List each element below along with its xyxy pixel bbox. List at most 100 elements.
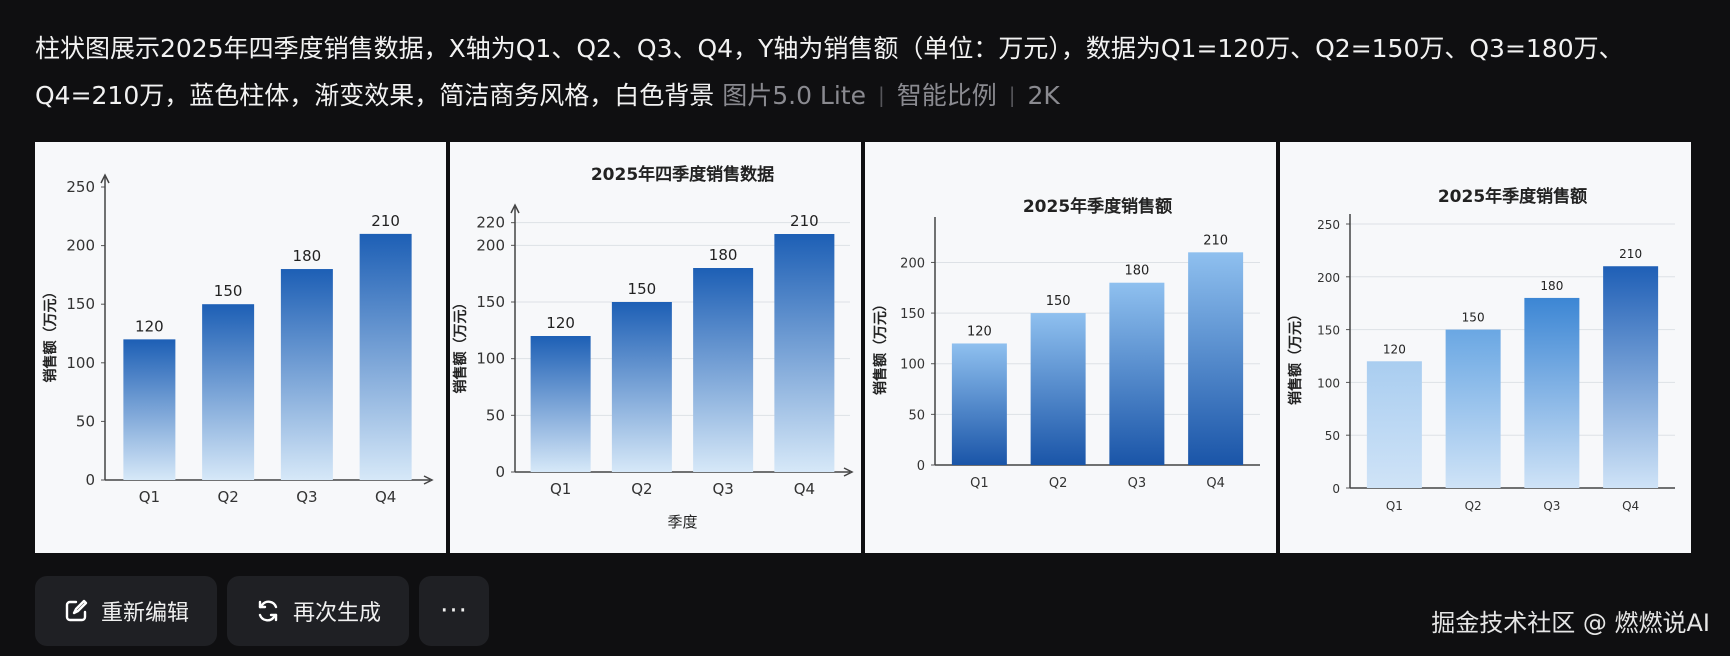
edit-again-button[interactable]: 重新编辑 bbox=[35, 576, 218, 646]
y-tick-label: 200 bbox=[1317, 271, 1340, 285]
bar-chart-2: 2025年四季度销售数据 0 50 100 150 200 220 销售额（万元） 季度 120 Q… bbox=[450, 142, 861, 553]
bar bbox=[1188, 252, 1244, 465]
y-tick-label: 50 bbox=[76, 412, 95, 430]
data-label: 150 bbox=[1462, 311, 1485, 325]
bar bbox=[1366, 361, 1422, 488]
data-label: 120 bbox=[1383, 342, 1406, 356]
resolution-tag[interactable]: 2K bbox=[1027, 81, 1060, 110]
y-tick-label: 0 bbox=[917, 459, 925, 474]
y-tick-label: 100 bbox=[900, 358, 925, 373]
data-label: 180 bbox=[1540, 279, 1563, 293]
y-tick-label: 0 bbox=[495, 463, 505, 481]
regenerate-button[interactable]: 再次生成 bbox=[227, 576, 410, 646]
more-dots-icon: ··· bbox=[440, 596, 468, 626]
x-axis-arrow bbox=[843, 467, 854, 477]
data-label: 210 bbox=[371, 212, 400, 230]
data-label: 150 bbox=[1046, 294, 1071, 309]
data-label: 210 bbox=[1619, 247, 1642, 261]
x-tick-label: Q2 bbox=[217, 488, 238, 506]
x-tick-label: Q4 bbox=[1622, 499, 1639, 513]
x-tick-label: Q1 bbox=[139, 488, 160, 506]
data-label: 210 bbox=[1203, 233, 1228, 248]
y-axis-label: 销售额（万元） bbox=[872, 297, 889, 395]
x-tick-label: Q2 bbox=[1049, 476, 1068, 491]
bar bbox=[1030, 313, 1086, 465]
ratio-tag[interactable]: 智能比例 bbox=[896, 81, 997, 110]
bar bbox=[530, 336, 591, 472]
y-tick-label: 50 bbox=[908, 408, 925, 423]
bar bbox=[359, 233, 412, 480]
x-tick-label: Q1 bbox=[970, 476, 989, 491]
y-axis-label: 销售额（万元） bbox=[42, 285, 59, 383]
chart-title: 2025年季度销售额 bbox=[1023, 196, 1172, 217]
y-tick-label: 100 bbox=[476, 350, 505, 368]
edit-icon bbox=[65, 599, 88, 622]
data-label: 210 bbox=[790, 212, 819, 230]
bar bbox=[123, 339, 176, 480]
action-bar: 重新编辑 再次生成 ··· bbox=[35, 576, 490, 646]
bar bbox=[693, 268, 754, 472]
bar-chart-3: 2025年季度销售额 0 50 100 150 200 销售额（万元） 120 Q1 150 Q2 1… bbox=[865, 142, 1276, 553]
tag-divider: | bbox=[1008, 83, 1016, 107]
watermark: 掘金技术社区 @ 燃燃说AI bbox=[1431, 609, 1710, 637]
result-image-3[interactable]: 2025年季度销售额 0 50 100 150 200 销售额（万元） 120 Q1 150 Q2 1… bbox=[865, 142, 1276, 553]
x-tick-label: Q4 bbox=[1206, 476, 1225, 491]
bar-chart-4: 2025年季度销售额 0 50 100 150 200 250 销售额（万元） 120 Q1 150… bbox=[1280, 142, 1691, 553]
more-options-button[interactable]: ··· bbox=[419, 576, 490, 646]
bar bbox=[1109, 282, 1165, 465]
x-tick-label: Q3 bbox=[1128, 476, 1147, 491]
result-image-2[interactable]: 2025年四季度销售数据 0 50 100 150 200 220 销售额（万元） 季度 120 Q… bbox=[450, 142, 861, 553]
y-tick-label: 200 bbox=[900, 256, 925, 271]
data-label: 120 bbox=[135, 317, 164, 335]
x-tick-label: Q2 bbox=[631, 480, 652, 498]
chart-title: 2025年四季度销售数据 bbox=[591, 164, 774, 185]
bar bbox=[280, 269, 333, 480]
model-tag[interactable]: 图片5.0 Lite bbox=[722, 81, 866, 110]
result-image-4[interactable]: 2025年季度销售额 0 50 100 150 200 250 销售额（万元） 120 Q1 150… bbox=[1280, 142, 1691, 553]
result-image-1[interactable]: 0 50 100 150 200 250 销售额（万元） 120 Q1 150 Q2 180 Q3 210… bbox=[35, 142, 446, 553]
x-tick-label: Q2 bbox=[1465, 499, 1482, 513]
data-label: 120 bbox=[967, 324, 992, 339]
y-tick-label: 0 bbox=[1332, 482, 1340, 496]
edit-again-label: 重新编辑 bbox=[101, 601, 190, 626]
y-axis-label: 销售额（万元） bbox=[1287, 307, 1304, 405]
bar bbox=[1445, 329, 1501, 488]
prompt-text-block: 柱状图展示2025年四季度销售数据，X轴为Q1、Q2、Q3、Q4，Y轴为销售额（… bbox=[35, 26, 1715, 119]
x-axis-arrow bbox=[423, 475, 434, 485]
y-axis-arrow bbox=[510, 203, 520, 214]
y-tick-label: 150 bbox=[1317, 324, 1340, 338]
bar bbox=[1524, 297, 1580, 488]
y-tick-label: 150 bbox=[476, 293, 505, 311]
data-label: 150 bbox=[628, 280, 657, 298]
y-tick-label: 0 bbox=[85, 471, 95, 489]
y-axis-label: 销售额（万元） bbox=[452, 296, 469, 394]
x-tick-label: Q3 bbox=[712, 480, 733, 498]
data-label: 120 bbox=[546, 314, 575, 332]
data-label: 180 bbox=[1124, 264, 1149, 279]
y-tick-label: 250 bbox=[66, 178, 95, 196]
bar bbox=[611, 302, 672, 472]
data-label: 180 bbox=[709, 246, 738, 264]
prompt-text: 柱状图展示2025年四季度销售数据，X轴为Q1、Q2、Q3、Q4，Y轴为销售额（… bbox=[35, 34, 1624, 110]
regenerate-label: 再次生成 bbox=[293, 601, 382, 626]
refresh-icon bbox=[258, 600, 278, 622]
y-tick-label: 200 bbox=[66, 237, 95, 255]
bar bbox=[774, 234, 835, 472]
y-tick-label: 150 bbox=[900, 307, 925, 322]
x-tick-label: Q3 bbox=[1543, 499, 1560, 513]
bar bbox=[951, 343, 1007, 465]
y-tick-label: 100 bbox=[1317, 376, 1340, 390]
y-tick-label: 50 bbox=[486, 406, 505, 424]
y-tick-label: 220 bbox=[476, 214, 505, 232]
y-tick-label: 250 bbox=[1317, 218, 1340, 232]
chart-title: 2025年季度销售额 bbox=[1438, 186, 1587, 207]
x-axis-label: 季度 bbox=[667, 513, 697, 531]
bar bbox=[202, 304, 255, 480]
y-tick-label: 200 bbox=[476, 236, 505, 254]
y-tick-label: 150 bbox=[66, 295, 95, 313]
x-tick-label: Q3 bbox=[296, 488, 317, 506]
x-tick-label: Q4 bbox=[375, 488, 396, 506]
x-tick-label: Q1 bbox=[550, 480, 571, 498]
x-tick-label: Q1 bbox=[1386, 499, 1403, 513]
data-label: 150 bbox=[214, 282, 243, 300]
